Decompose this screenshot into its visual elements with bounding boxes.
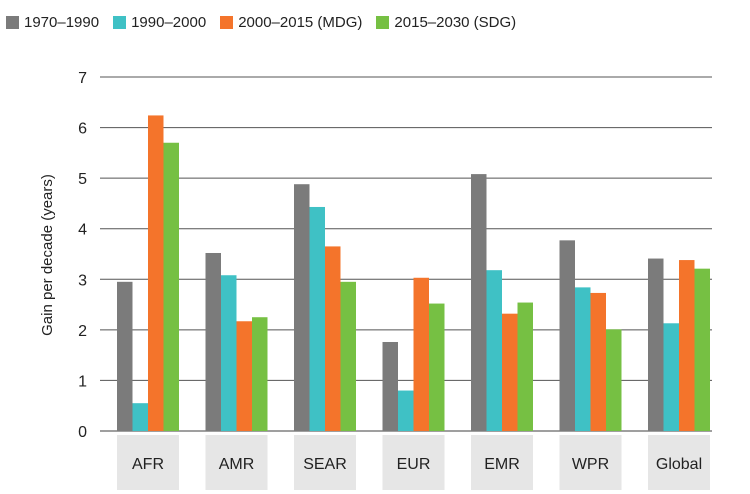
bar	[398, 390, 414, 431]
y-tick-label: 3	[78, 272, 87, 289]
bar	[294, 184, 310, 431]
bar	[340, 281, 356, 431]
category-label: SEAR	[303, 456, 347, 473]
legend: 1970–1990 1990–2000 2000–2015 (MDG) 2015…	[6, 10, 530, 34]
legend-swatch	[113, 15, 127, 29]
bar	[648, 258, 664, 431]
bars	[117, 115, 710, 431]
category-label: AFR	[132, 456, 164, 473]
legend-item-2015-2030: 2015–2030 (SDG)	[376, 14, 516, 31]
bar	[471, 174, 487, 431]
legend-swatch	[220, 15, 234, 29]
legend-item-2000-2015: 2000–2015 (MDG)	[220, 14, 362, 31]
bar	[117, 281, 133, 431]
legend-label: 1970–1990	[24, 13, 100, 31]
category-label: AMR	[219, 456, 255, 473]
category-label-box	[205, 435, 268, 490]
legend-item-1990-2000: 1990–2000	[113, 14, 206, 31]
y-tick-label: 7	[78, 70, 87, 87]
y-tick-label: 4	[78, 222, 87, 239]
bar	[606, 329, 622, 431]
bar	[486, 270, 502, 431]
bar	[590, 292, 606, 431]
bar	[502, 313, 518, 431]
y-tick-label: 0	[78, 424, 87, 441]
legend-swatch	[376, 15, 390, 29]
bar	[694, 268, 710, 431]
bar	[163, 142, 179, 431]
bar	[679, 260, 695, 431]
bar	[252, 317, 268, 431]
category-label: EMR	[484, 456, 520, 473]
category-labels: AFR AMR SEAR EUR EMR WPR Global	[117, 435, 710, 490]
bar	[413, 277, 429, 431]
category-label-box	[648, 435, 710, 490]
category-label: Global	[656, 456, 702, 473]
category-label-box	[117, 435, 179, 490]
category-label: WPR	[572, 456, 609, 473]
bar	[429, 303, 445, 431]
bar	[148, 115, 164, 431]
category-label-box	[294, 435, 356, 490]
y-tick-label: 6	[78, 121, 87, 138]
bar	[236, 321, 252, 431]
y-axis-label: Gain per decade (years)	[39, 174, 56, 336]
category-label-box	[382, 435, 445, 490]
legend-item-1970-1990: 1970–1990	[6, 14, 99, 31]
bar	[132, 403, 148, 431]
category-label: EUR	[397, 456, 431, 473]
y-tick-label: 5	[78, 171, 87, 188]
bar	[663, 323, 679, 431]
bar	[517, 302, 533, 431]
legend-label: 1990–2000	[131, 13, 207, 31]
bar	[382, 341, 398, 431]
legend-label: 2000–2015 (MDG)	[238, 13, 363, 31]
bar	[559, 240, 575, 431]
legend-label: 2015–2030 (SDG)	[394, 13, 517, 31]
bar	[205, 252, 221, 431]
bar	[221, 275, 237, 431]
y-axis-ticks: 0 1 2 3 4 5 6 7	[78, 70, 87, 441]
category-label-box	[559, 435, 622, 490]
bar	[309, 206, 325, 431]
bar	[575, 287, 591, 431]
bar	[325, 246, 341, 431]
y-tick-label: 1	[78, 373, 87, 390]
y-tick-label: 2	[78, 323, 87, 340]
category-label-box	[471, 435, 533, 490]
legend-swatch	[6, 15, 19, 29]
